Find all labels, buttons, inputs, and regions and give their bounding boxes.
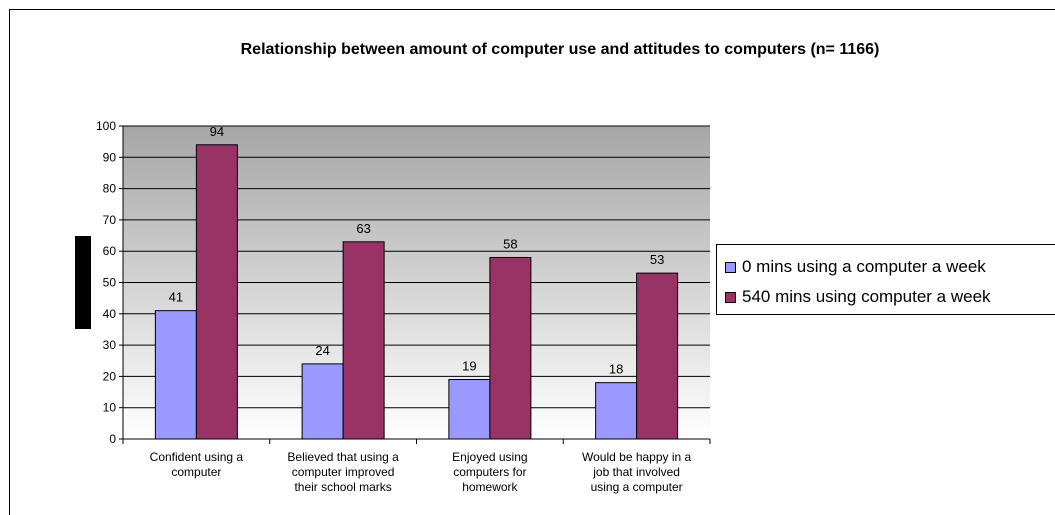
chart-frame [9,9,1055,515]
x-tick-label: Would be happy in a job that involved usin… [582,450,692,494]
y-tick-label: 60 [103,244,117,258]
legend: 0 mins using a computer a week 540 mins … [716,244,1055,315]
bar-series-1 [636,272,679,440]
bar-series-0 [301,363,344,440]
data-label-series-0: 18 [609,362,623,377]
legend-label-series-0: 0 mins using a computer a week [742,257,986,276]
data-label-series-1: 94 [210,124,224,139]
redaction-box [75,236,91,329]
bar-series-0 [448,379,491,440]
data-label-series-0: 41 [169,290,183,305]
bar-series-0 [595,382,638,440]
y-tick-label: 40 [103,307,117,321]
y-tick-label: 80 [103,182,117,196]
y-tick-label: 50 [103,276,117,290]
legend-swatch-series-0 [725,261,736,273]
bar-series-1 [342,241,385,440]
y-tick-label: 0 [109,432,116,446]
legend-item-series-1: 540 mins using computer a week [725,284,991,310]
data-label-series-0: 24 [315,343,329,358]
y-tick-label: 100 [96,119,116,133]
bar-series-0 [154,310,197,440]
y-tick-label: 30 [103,338,117,352]
legend-label-series-1: 540 mins using computer a week [742,287,991,306]
x-tick-label: Enjoyed using computers for homework [452,450,527,494]
y-tick-label: 70 [103,213,117,227]
x-tick-label: Confident using a computer [150,450,244,479]
x-tick-label: Believed that using a computer improved th… [287,450,399,494]
data-label-series-1: 63 [356,221,370,236]
bar-series-1 [489,256,532,440]
legend-swatch-series-1 [725,291,736,303]
data-label-series-1: 53 [650,252,664,267]
legend-item-series-0: 0 mins using a computer a week [725,254,986,280]
y-tick-label: 90 [103,150,117,164]
y-tick-label: 20 [103,369,117,383]
bar-series-1 [195,144,238,440]
data-label-series-1: 58 [503,236,517,251]
chart-title: Relationship between amount of computer … [240,41,880,58]
data-label-series-0: 19 [462,359,476,374]
y-tick-label: 10 [103,401,117,415]
